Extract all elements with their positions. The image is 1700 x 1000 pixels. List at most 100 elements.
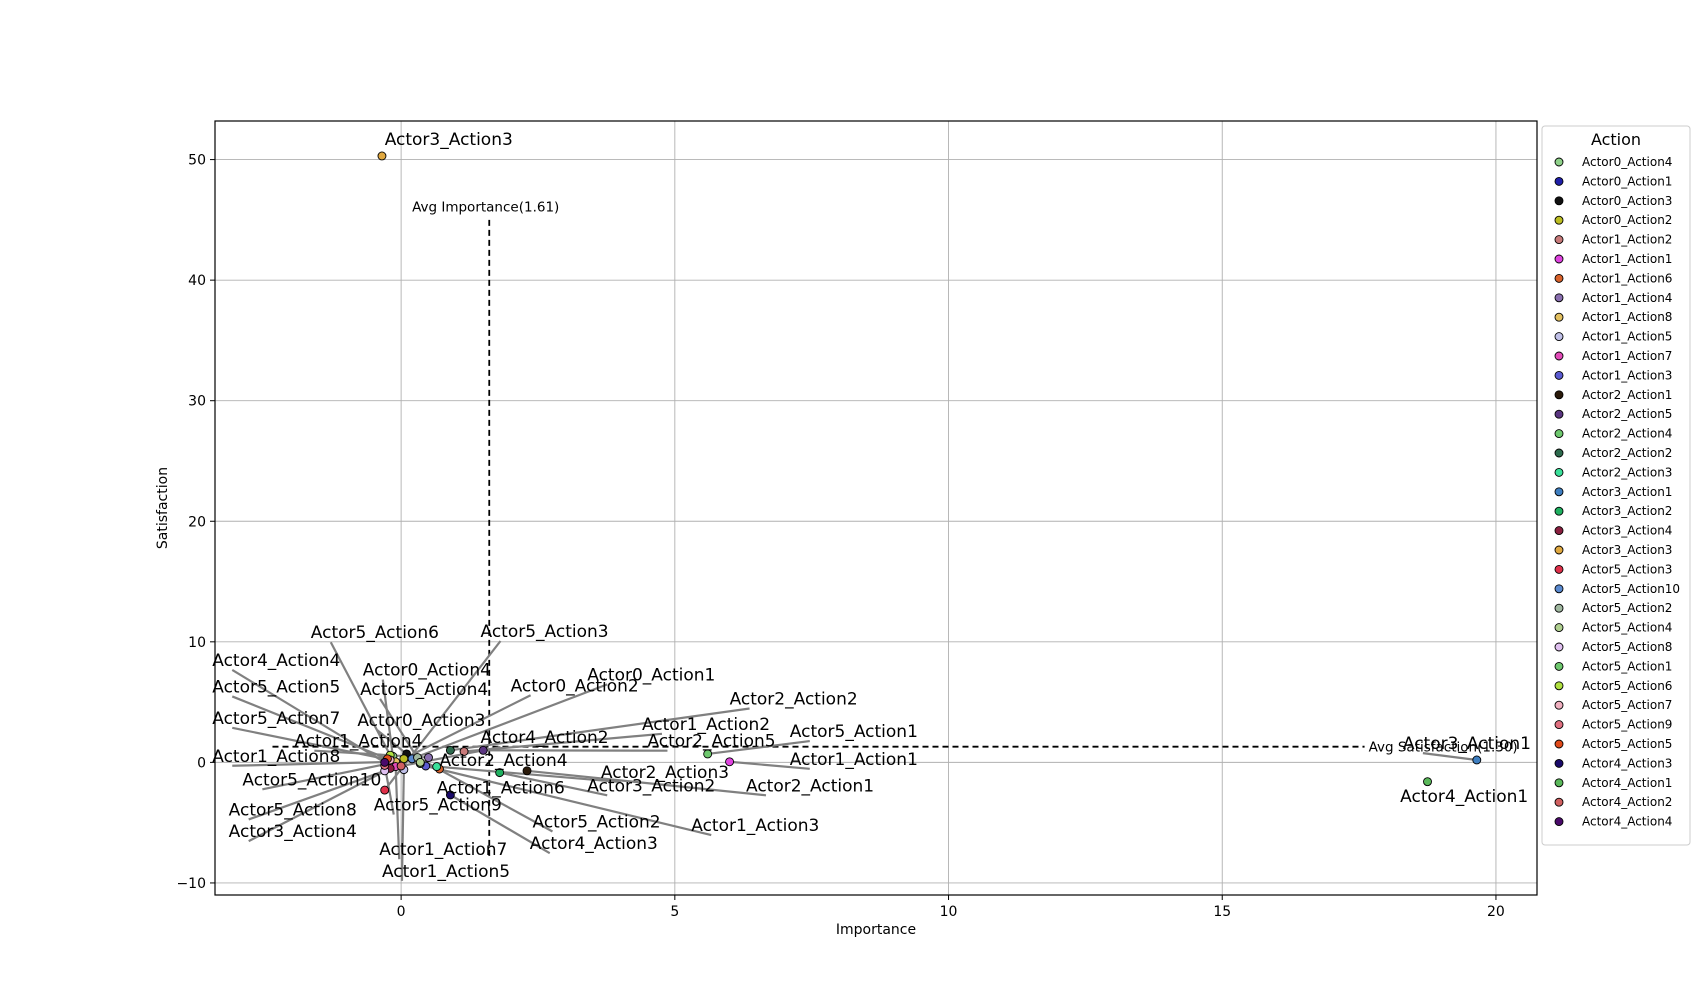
legend-entry: Actor0_Action4	[1582, 155, 1672, 169]
point-label: Actor2_Action4	[439, 751, 567, 771]
leader-line	[394, 766, 401, 860]
point-label: Actor5_Action10	[242, 770, 381, 790]
legend-entry: Actor0_Action2	[1582, 213, 1672, 227]
leader-line	[403, 694, 532, 760]
legend-marker	[1554, 332, 1564, 342]
y-tick-label: 10	[188, 635, 206, 651]
leader-line	[248, 769, 386, 821]
legend-marker	[1554, 739, 1564, 749]
label-leader-lines	[231, 640, 1477, 881]
legend-marker	[1554, 351, 1564, 361]
legend-marker	[1554, 720, 1564, 730]
point-label: Actor5_Action3	[480, 622, 608, 642]
legend-entry: Actor2_Action5	[1582, 407, 1672, 421]
legend-marker	[1554, 758, 1564, 768]
point-label: Actor1_Action3	[691, 816, 819, 836]
leader-line	[232, 760, 396, 767]
x-tick-label: 10	[940, 904, 958, 920]
legend-entry: Actor1_Action7	[1582, 349, 1672, 363]
point-label: Actor5_Action4	[360, 680, 488, 700]
data-point	[396, 761, 406, 771]
point-label: Actor3_Action3	[385, 130, 513, 150]
leader-line	[1422, 752, 1477, 762]
legend-entry: Actor3_Action2	[1582, 504, 1672, 518]
legend-marker	[1554, 545, 1564, 555]
legend-marker	[1554, 681, 1564, 691]
data-point	[522, 766, 532, 776]
point-label: Actor4_Action1	[1400, 787, 1528, 807]
leader-line	[526, 769, 767, 797]
legend-entry: Actor2_Action2	[1582, 446, 1672, 460]
legend-entry: Actor1_Action8	[1582, 310, 1672, 324]
legend-entry: Actor5_Action8	[1582, 640, 1672, 654]
legend-entry: Actor2_Action1	[1582, 388, 1672, 402]
legend-entry: Actor3_Action3	[1582, 543, 1672, 557]
legend-entry: Actor4_Action4	[1582, 815, 1672, 829]
data-point	[1472, 755, 1482, 765]
point-label: Actor1_Action1	[790, 750, 918, 770]
legend-marker	[1554, 700, 1564, 710]
x-tick-label: 0	[397, 904, 406, 920]
leader-line	[449, 793, 551, 855]
y-axis-label: Satisfaction	[155, 467, 171, 549]
legend-entry: Actor5_Action9	[1582, 718, 1672, 732]
data-point	[445, 745, 455, 755]
legend-entry: Actor1_Action6	[1582, 271, 1672, 285]
leader-line	[499, 771, 608, 797]
leader-line	[379, 698, 422, 763]
legend-entry: Actor5_Action1	[1582, 659, 1672, 673]
legend-marker	[1554, 661, 1564, 671]
data-point	[725, 757, 735, 767]
point-label: Actor5_Action8	[229, 800, 357, 820]
plot-frame	[214, 120, 1538, 896]
point-label: Actor1_Action5	[382, 862, 510, 882]
x-axis-label: Importance	[836, 922, 916, 938]
legend-marker	[1554, 506, 1564, 516]
legend-marker	[1554, 564, 1564, 574]
point-label: Actor2_Action5	[647, 732, 775, 752]
point-label: Actor5_Action1	[790, 722, 918, 742]
leader-line	[400, 769, 405, 881]
point-label: Actor1_Action4	[294, 732, 422, 752]
legend-entry: Actor5_Action6	[1582, 679, 1672, 693]
legend-marker	[1554, 429, 1564, 439]
legend: Action Actor0_Action4 Actor0_Action1 Actor0…	[1541, 125, 1691, 846]
x-tick-label: 15	[1213, 904, 1231, 920]
legend-entry: Actor1_Action2	[1582, 233, 1672, 247]
legend-entry: Actor1_Action4	[1582, 291, 1672, 305]
legend-marker	[1554, 157, 1564, 167]
point-label: Actor1_Action2	[642, 715, 770, 735]
y-tick-label: 40	[188, 273, 206, 289]
point-label: Actor2_Action2	[730, 690, 858, 710]
legend-entry: Actor5_Action2	[1582, 601, 1672, 615]
point-label: Actor4_Action3	[530, 834, 658, 854]
legend-marker	[1554, 448, 1564, 458]
legend-entry: Actor0_Action3	[1582, 194, 1672, 208]
axis-ticks: 0 5 10 15 20 −10 0 10 20 30 40 50	[176, 153, 1504, 920]
legend-entry: Actor0_Action1	[1582, 174, 1672, 188]
data-point	[445, 790, 455, 800]
point-label: Actor1_Action6	[437, 779, 565, 799]
data-point	[380, 785, 390, 795]
legend-entry: Actor4_Action2	[1582, 795, 1672, 809]
legend-marker	[1554, 467, 1564, 477]
leader-line	[248, 767, 391, 843]
point-label: Actor3_Action4	[229, 822, 357, 842]
leader-line	[411, 683, 608, 760]
legend-entry: Actor4_Action1	[1582, 776, 1672, 790]
legend-entry: Actor5_Action4	[1582, 621, 1672, 635]
point-label: Actor5_Action6	[311, 623, 439, 643]
legend-entry: Actor5_Action10	[1582, 582, 1680, 596]
point-label: Actor0_Action3	[357, 711, 485, 731]
point-label: Actor5_Action9	[374, 796, 502, 816]
legend-title: Action	[1591, 130, 1641, 149]
x-tick-label: 20	[1487, 904, 1505, 920]
legend-marker	[1554, 817, 1564, 827]
leader-line	[450, 707, 750, 752]
legend-entry: Actor5_Action3	[1582, 562, 1672, 576]
legend-marker	[1554, 797, 1564, 807]
point-label: Actor2_Action1	[746, 776, 874, 796]
legend-entry: Actor3_Action4	[1582, 524, 1672, 538]
legend-entry: Actor1_Action1	[1582, 252, 1672, 266]
